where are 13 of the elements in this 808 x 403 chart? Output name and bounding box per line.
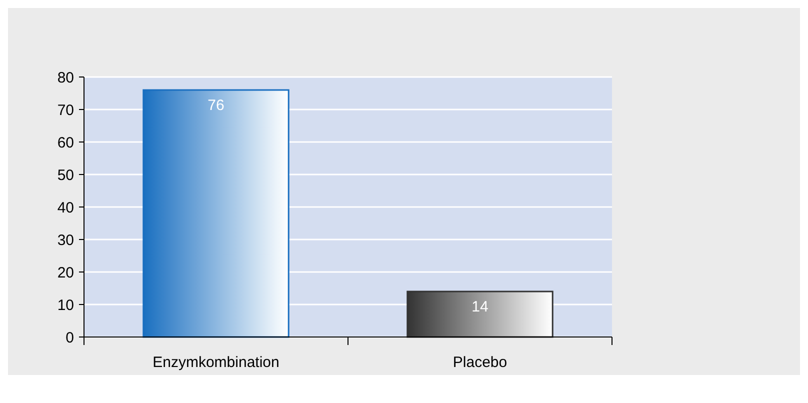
y-tick-label: 40	[57, 199, 74, 216]
x-tick-label: Placebo	[452, 354, 508, 371]
y-tick-label: 10	[57, 296, 74, 314]
y-tick-label: 80	[57, 69, 74, 86]
data-label: 14	[472, 298, 488, 316]
y-tick-label: 70	[57, 102, 74, 119]
x-tick-label: Enzymkombination	[152, 354, 280, 371]
y-tick-label: 0	[66, 329, 74, 346]
y-tick-label: 30	[57, 232, 74, 249]
y-tick-label: 60	[57, 134, 74, 152]
y-tick-label: 20	[57, 264, 74, 282]
y-tick-label: 50	[57, 166, 74, 184]
data-label: 76	[208, 97, 224, 114]
